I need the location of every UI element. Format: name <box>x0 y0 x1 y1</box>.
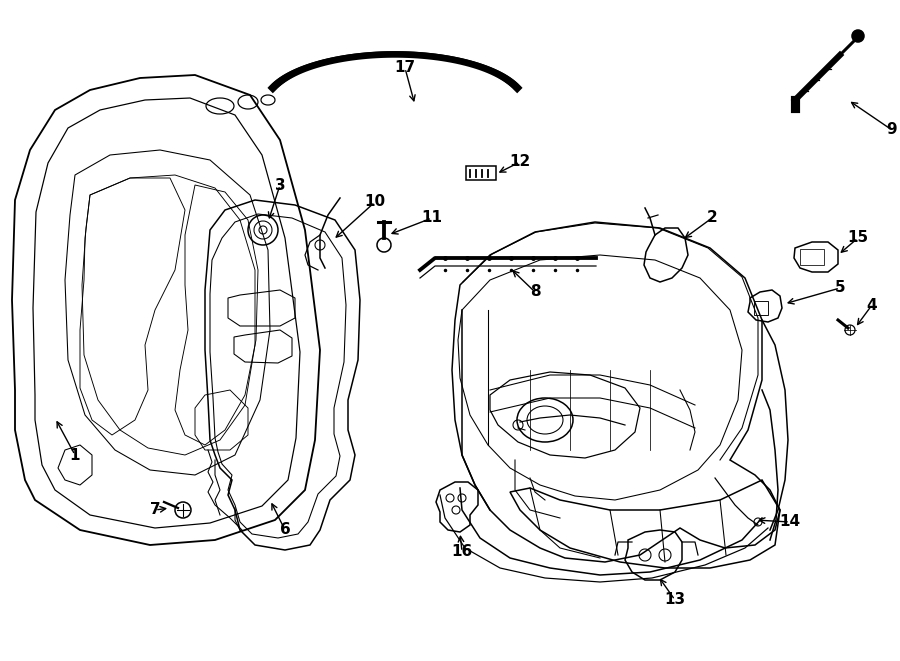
Bar <box>800 249 824 265</box>
Text: 3: 3 <box>274 178 285 192</box>
Text: 1: 1 <box>70 447 80 463</box>
Text: 16: 16 <box>452 545 472 559</box>
Text: 14: 14 <box>779 514 801 529</box>
Circle shape <box>852 30 864 42</box>
Text: 12: 12 <box>509 155 531 169</box>
Text: 9: 9 <box>886 122 897 137</box>
Text: 7: 7 <box>149 502 160 518</box>
Text: 15: 15 <box>848 231 868 245</box>
Text: 10: 10 <box>364 194 385 210</box>
Text: 13: 13 <box>664 592 686 607</box>
Text: 5: 5 <box>834 280 845 295</box>
Text: 8: 8 <box>530 284 540 299</box>
Text: 6: 6 <box>280 522 291 537</box>
Text: 4: 4 <box>867 297 877 313</box>
Text: 17: 17 <box>394 61 416 75</box>
Bar <box>466 166 496 180</box>
Bar <box>754 301 768 315</box>
Text: 11: 11 <box>421 210 443 225</box>
Text: 2: 2 <box>706 210 717 225</box>
